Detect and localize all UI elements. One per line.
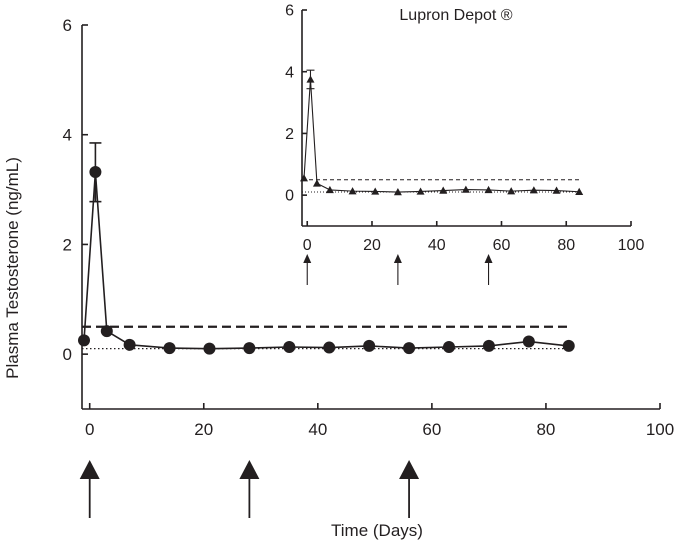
dosing-arrow-head (393, 254, 402, 263)
data-point (484, 185, 493, 194)
dosing-arrow-head (79, 460, 100, 479)
data-point (562, 339, 575, 352)
data-point (371, 187, 380, 195)
x-tick-label: 40 (428, 237, 446, 254)
data-point (529, 186, 538, 194)
dosing-arrow-head (484, 254, 493, 263)
data-point (403, 342, 416, 355)
x-tick-label: 20 (363, 237, 381, 254)
data-point (416, 187, 425, 195)
dosing-arrow-head (239, 460, 260, 479)
y-tick-label: 6 (285, 3, 294, 20)
data-point (78, 334, 90, 347)
data-point (306, 75, 315, 83)
data-point (575, 187, 584, 195)
y-tick-label: 4 (63, 126, 72, 145)
y-tick-label: 2 (63, 235, 72, 254)
data-point (100, 325, 113, 338)
series-line (303, 78, 580, 193)
y-tick-label: 0 (63, 345, 72, 364)
x-tick-label: 80 (557, 237, 575, 254)
data-point (482, 339, 495, 352)
x-axis-label: Time (Days) (331, 521, 423, 540)
x-tick-label: 80 (536, 420, 555, 439)
x-tick-label: 100 (618, 237, 645, 254)
data-point (89, 166, 102, 179)
x-tick-label: 60 (422, 420, 441, 439)
y-tick-label: 6 (63, 16, 72, 35)
data-point (461, 185, 470, 193)
data-point (363, 339, 376, 352)
x-tick-label: 40 (308, 420, 327, 439)
data-point (243, 342, 256, 355)
x-tick-label: 60 (493, 237, 511, 254)
data-point (323, 341, 336, 354)
x-tick-label: 100 (646, 420, 674, 439)
data-point (325, 185, 334, 194)
data-point (393, 188, 402, 196)
data-point (312, 179, 321, 187)
y-tick-label: 0 (285, 188, 294, 205)
data-point (300, 174, 308, 182)
x-tick-label: 0 (85, 420, 94, 439)
series-line (83, 171, 569, 350)
y-tick-label: 2 (285, 126, 294, 143)
data-point (123, 338, 136, 351)
data-point (507, 187, 516, 195)
data-point (439, 186, 448, 194)
chart-title: Lupron Depot ® (399, 7, 512, 24)
data-point (522, 335, 535, 348)
x-tick-label: 20 (194, 420, 213, 439)
dosing-arrow-head (399, 460, 420, 479)
y-tick-label: 4 (285, 64, 294, 81)
data-point (552, 186, 561, 194)
dosing-arrow-head (303, 254, 312, 263)
data-point (163, 342, 176, 355)
data-point (283, 341, 296, 354)
y-axis-label: Plasma Testosterone (ng/mL) (3, 157, 22, 379)
x-tick-label: 0 (303, 237, 312, 254)
data-point (348, 187, 357, 195)
data-point (203, 342, 216, 355)
data-point (442, 341, 455, 354)
